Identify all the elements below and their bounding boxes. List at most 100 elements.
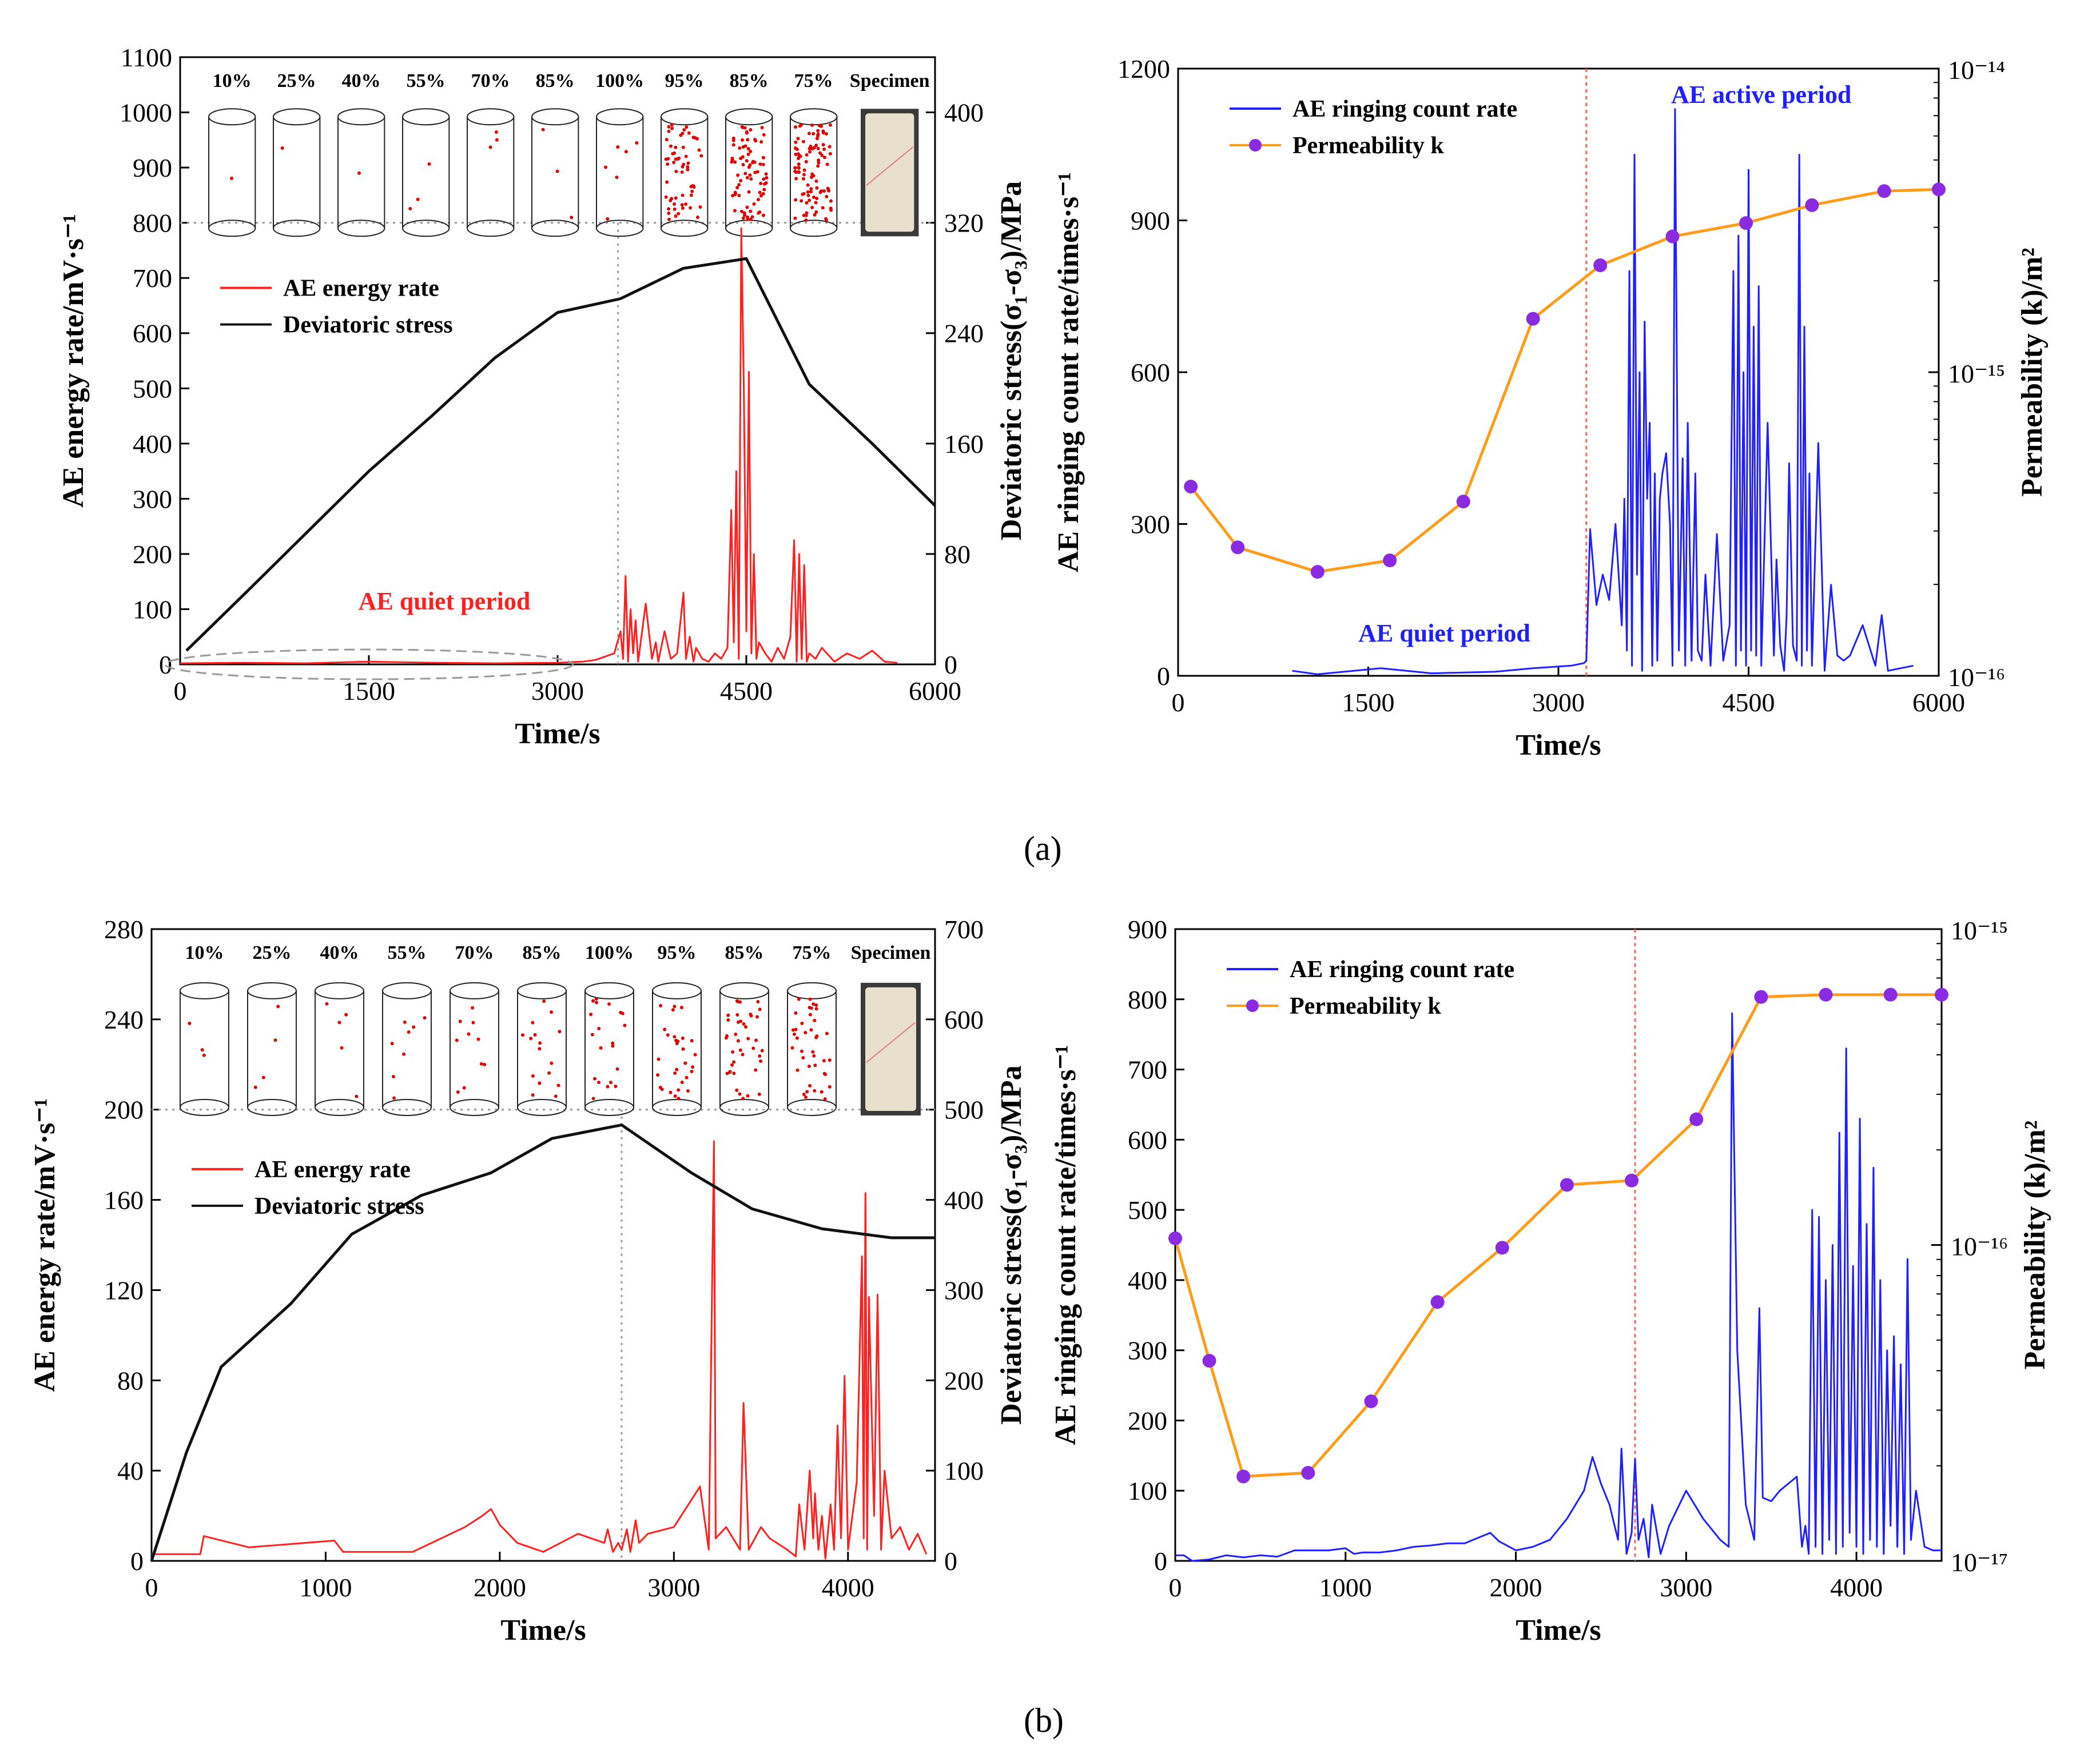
crack-point xyxy=(807,132,811,136)
b-left-specimen-cylinder xyxy=(450,982,499,1116)
a-right-x-tick-label: 3000 xyxy=(1532,688,1585,717)
crack-point xyxy=(795,1036,799,1040)
b-left-specimen-photo xyxy=(861,982,921,1115)
a-left-y2-tick-label: 80 xyxy=(944,540,971,569)
cylinder-bottom xyxy=(652,1098,702,1116)
crack-point xyxy=(764,172,768,176)
crack-point xyxy=(726,1018,730,1022)
b-left-x-tick-label: 3000 xyxy=(647,1573,700,1602)
crack-point xyxy=(826,186,830,190)
crack-point xyxy=(728,1070,732,1074)
a-left-specimen-photo-label: Specimen xyxy=(850,70,930,91)
cylinder-bottom xyxy=(531,220,579,237)
crack-point xyxy=(793,216,797,220)
crack-point xyxy=(591,1097,595,1101)
a-left-specimen-cylinder xyxy=(402,108,450,237)
crack-point xyxy=(812,132,816,136)
crack-point xyxy=(828,123,832,127)
crack-point xyxy=(590,1033,594,1037)
b-right-legend-label: Permeability k xyxy=(1290,993,1441,1019)
crack-point xyxy=(547,1071,551,1075)
crack-point xyxy=(820,1090,824,1094)
a-right-legend-label: Permeability k xyxy=(1292,133,1444,159)
crack-point xyxy=(673,1035,677,1039)
crack-point xyxy=(760,126,764,130)
b-left-specimen-cylinder xyxy=(180,982,229,1116)
crack-point xyxy=(685,125,689,129)
crack-point xyxy=(407,1030,411,1034)
crack-point xyxy=(758,1007,762,1011)
b-left-specimen-stage-label: 25% xyxy=(252,942,291,963)
a-left-specimen-stage-label: 85% xyxy=(730,70,769,91)
b-right-y2-tick-label: 10⁻¹⁶ xyxy=(1951,1232,2008,1261)
crack-point xyxy=(597,1081,601,1085)
crack-point xyxy=(355,1094,359,1098)
crack-point xyxy=(824,1073,828,1077)
crack-point xyxy=(529,1037,533,1041)
cylinder-top xyxy=(208,108,256,126)
crack-point xyxy=(760,1049,764,1053)
b-right-permeability-point xyxy=(1202,1354,1216,1368)
b-right-legend-label: AE ringing count rate xyxy=(1290,957,1514,983)
a-right-permeability-point xyxy=(1383,553,1397,568)
a-left-y-tick-label: 700 xyxy=(133,264,172,293)
crack-point xyxy=(669,1090,673,1094)
crack-point xyxy=(467,1032,471,1036)
crack-point xyxy=(736,1020,740,1024)
crack-point xyxy=(731,143,735,147)
crack-point xyxy=(681,193,685,197)
a-right-permeability-point xyxy=(1526,312,1540,326)
a-left-specimen-photo xyxy=(861,109,919,237)
crack-point xyxy=(741,1097,745,1101)
crack-point xyxy=(611,1041,615,1045)
crack-point xyxy=(764,181,768,185)
crack-point xyxy=(458,1019,462,1023)
a-right-annotation-active: AE active period xyxy=(1671,81,1851,109)
crack-point xyxy=(664,195,668,199)
crack-point xyxy=(690,189,694,193)
b-right-permeability-point xyxy=(1754,990,1768,1004)
b-left-specimen-cylinder xyxy=(584,982,634,1116)
panel-label-b: (b) xyxy=(1024,1702,1064,1739)
crack-point xyxy=(735,1013,739,1017)
crack-point xyxy=(759,1059,763,1063)
crack-point xyxy=(667,129,671,133)
b-right-legend-marker xyxy=(1246,999,1259,1012)
crack-point xyxy=(656,1073,660,1077)
cylinder-bottom xyxy=(382,1098,432,1116)
a-left-legend-label: Deviatoric stress xyxy=(283,312,453,338)
crack-point xyxy=(615,176,619,180)
crack-point xyxy=(794,1027,798,1031)
crack-point xyxy=(794,1011,798,1015)
cylinder-top xyxy=(402,108,450,126)
crack-point xyxy=(690,1070,694,1074)
crack-point xyxy=(794,177,798,181)
crack-point xyxy=(822,189,826,193)
crack-point xyxy=(795,148,799,152)
b-right-permeability-point xyxy=(1689,1112,1704,1126)
a-right-permeability-point xyxy=(1593,258,1608,272)
crack-point xyxy=(735,186,739,190)
crack-point xyxy=(737,193,741,197)
crack-point xyxy=(325,1002,329,1006)
crack-point xyxy=(188,1021,192,1025)
crack-point xyxy=(570,216,574,220)
cylinder-bottom xyxy=(661,220,709,237)
a-left-y-tick-label: 100 xyxy=(133,595,172,624)
crack-point xyxy=(667,207,671,211)
crack-point xyxy=(687,131,691,135)
b-left-y2-tick-label: 200 xyxy=(944,1366,984,1395)
a-left-y2-tick-label: 320 xyxy=(944,209,984,238)
crack-point xyxy=(758,1054,762,1058)
crack-point xyxy=(686,168,690,172)
a-right-permeability-point xyxy=(1739,216,1753,230)
b-left-y2-tick-label: 100 xyxy=(944,1456,984,1485)
crack-point xyxy=(673,207,677,211)
a-right-annotation-quiet: AE quiet period xyxy=(1358,619,1530,647)
b-left-specimen-stage-label: 95% xyxy=(657,942,696,963)
crack-point xyxy=(809,187,813,191)
a-right-x-axis-title: Time/s xyxy=(1516,729,1601,762)
crack-point xyxy=(765,176,769,180)
b-right-x-tick-label: 2000 xyxy=(1490,1573,1542,1602)
crack-point xyxy=(735,1088,739,1092)
